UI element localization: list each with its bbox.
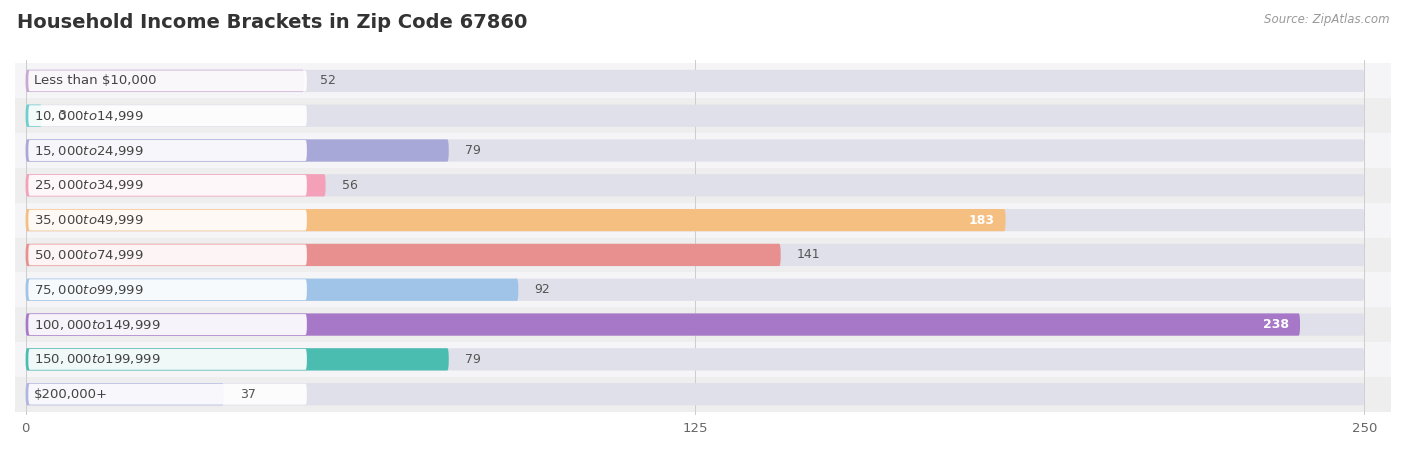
Text: $100,000 to $149,999: $100,000 to $149,999	[34, 318, 160, 332]
FancyBboxPatch shape	[0, 168, 1391, 202]
FancyBboxPatch shape	[28, 140, 307, 161]
FancyBboxPatch shape	[25, 383, 1364, 405]
Text: $10,000 to $14,999: $10,000 to $14,999	[34, 109, 143, 123]
FancyBboxPatch shape	[25, 140, 1364, 162]
FancyBboxPatch shape	[0, 307, 1391, 342]
FancyBboxPatch shape	[25, 70, 1364, 92]
Text: $15,000 to $24,999: $15,000 to $24,999	[34, 144, 143, 158]
FancyBboxPatch shape	[25, 140, 449, 162]
FancyBboxPatch shape	[25, 279, 1364, 301]
FancyBboxPatch shape	[25, 313, 1301, 336]
Text: $25,000 to $34,999: $25,000 to $34,999	[34, 178, 143, 192]
FancyBboxPatch shape	[25, 209, 1364, 231]
FancyBboxPatch shape	[25, 279, 519, 301]
Text: 92: 92	[534, 283, 550, 296]
Text: 37: 37	[240, 387, 256, 400]
Text: 238: 238	[1263, 318, 1289, 331]
Text: 79: 79	[465, 353, 481, 366]
Text: 56: 56	[342, 179, 357, 192]
FancyBboxPatch shape	[0, 98, 1391, 133]
FancyBboxPatch shape	[25, 70, 304, 92]
FancyBboxPatch shape	[25, 174, 326, 197]
Text: 3: 3	[58, 109, 66, 122]
FancyBboxPatch shape	[28, 175, 307, 196]
Text: 141: 141	[797, 248, 820, 261]
FancyBboxPatch shape	[25, 174, 1364, 197]
FancyBboxPatch shape	[0, 238, 1391, 272]
Text: 79: 79	[465, 144, 481, 157]
FancyBboxPatch shape	[25, 209, 1005, 231]
FancyBboxPatch shape	[0, 342, 1391, 377]
FancyBboxPatch shape	[28, 210, 307, 230]
FancyBboxPatch shape	[25, 104, 42, 127]
FancyBboxPatch shape	[25, 313, 1364, 336]
FancyBboxPatch shape	[28, 349, 307, 370]
FancyBboxPatch shape	[28, 314, 307, 335]
FancyBboxPatch shape	[25, 348, 449, 370]
Text: $75,000 to $99,999: $75,000 to $99,999	[34, 283, 143, 297]
Text: $35,000 to $49,999: $35,000 to $49,999	[34, 213, 143, 227]
FancyBboxPatch shape	[28, 105, 307, 126]
FancyBboxPatch shape	[28, 384, 307, 405]
FancyBboxPatch shape	[25, 244, 780, 266]
Text: Less than $10,000: Less than $10,000	[34, 74, 156, 87]
FancyBboxPatch shape	[0, 63, 1391, 98]
Text: Source: ZipAtlas.com: Source: ZipAtlas.com	[1264, 14, 1389, 27]
Text: Household Income Brackets in Zip Code 67860: Household Income Brackets in Zip Code 67…	[17, 14, 527, 32]
FancyBboxPatch shape	[0, 133, 1391, 168]
FancyBboxPatch shape	[28, 71, 307, 91]
FancyBboxPatch shape	[28, 244, 307, 266]
FancyBboxPatch shape	[0, 272, 1391, 307]
Text: $200,000+: $200,000+	[34, 387, 108, 400]
Text: 52: 52	[321, 74, 336, 87]
FancyBboxPatch shape	[25, 104, 1364, 127]
Text: $50,000 to $74,999: $50,000 to $74,999	[34, 248, 143, 262]
FancyBboxPatch shape	[25, 383, 224, 405]
Text: 183: 183	[969, 214, 995, 227]
Text: $150,000 to $199,999: $150,000 to $199,999	[34, 352, 160, 366]
FancyBboxPatch shape	[0, 377, 1391, 412]
FancyBboxPatch shape	[25, 244, 1364, 266]
FancyBboxPatch shape	[0, 202, 1391, 238]
FancyBboxPatch shape	[28, 279, 307, 300]
FancyBboxPatch shape	[25, 348, 1364, 370]
